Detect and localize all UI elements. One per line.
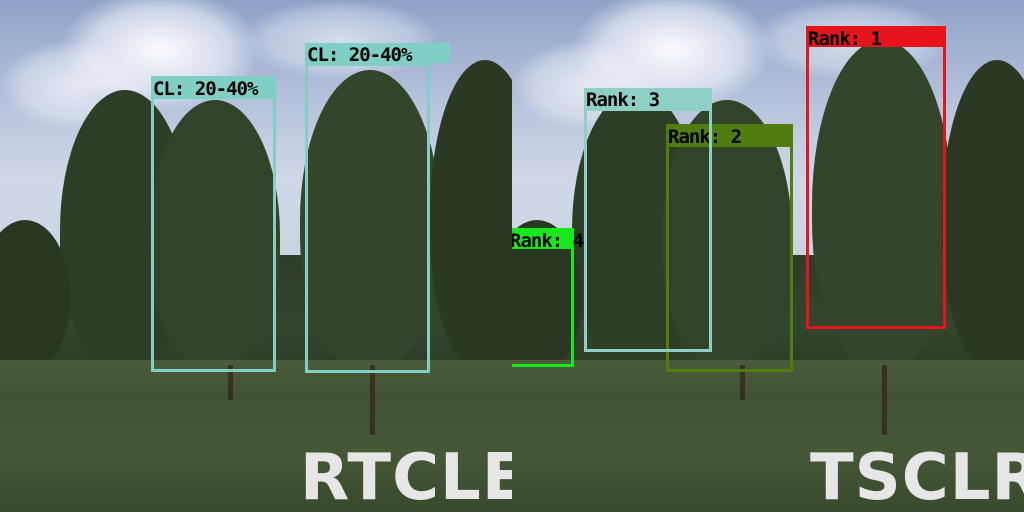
panel-rtcle: CL: 20-40% CL: 20-40% RTCLE (0, 0, 512, 512)
detection-box (151, 96, 276, 372)
detection-label: CL: 20-40% (153, 78, 258, 100)
tree-crown (150, 100, 280, 370)
tree-crown (300, 70, 440, 370)
tree-trunk (740, 365, 745, 400)
grass (0, 360, 512, 512)
detection-label: CL: 20-40% (307, 44, 412, 66)
detection-label-bg (584, 88, 712, 108)
detection-box (512, 246, 574, 367)
panel-tsclr: Rank: 1 Rank: 2 Rank: 3 Rank: 4 TSCLR (512, 0, 1024, 512)
detection-label-bg (806, 26, 946, 46)
detection-box (305, 63, 430, 373)
detection-box (584, 108, 712, 352)
tree-crown (0, 220, 70, 370)
detection-label: Rank: 4 (512, 230, 584, 252)
detection-label: Rank: 2 (668, 126, 742, 148)
detection-label-bg (151, 76, 276, 96)
detection-label: Rank: 3 (586, 89, 660, 111)
tree-crown (942, 60, 1024, 370)
grass (512, 360, 1024, 512)
method-caption: RTCLE (300, 441, 512, 512)
method-caption: TSCLR (810, 441, 1024, 512)
tree-crown (430, 60, 512, 370)
detection-label-bg (305, 43, 450, 63)
detection-label: Rank: 1 (808, 28, 882, 50)
detection-label-bg (512, 228, 574, 248)
detection-box (666, 144, 793, 372)
tree-crown (812, 40, 952, 370)
cloud (240, 0, 440, 80)
detection-box (806, 44, 946, 329)
tree-trunk (882, 365, 887, 435)
tree-trunk (370, 365, 375, 435)
detection-label-bg (666, 124, 793, 144)
tree-trunk (228, 365, 233, 400)
